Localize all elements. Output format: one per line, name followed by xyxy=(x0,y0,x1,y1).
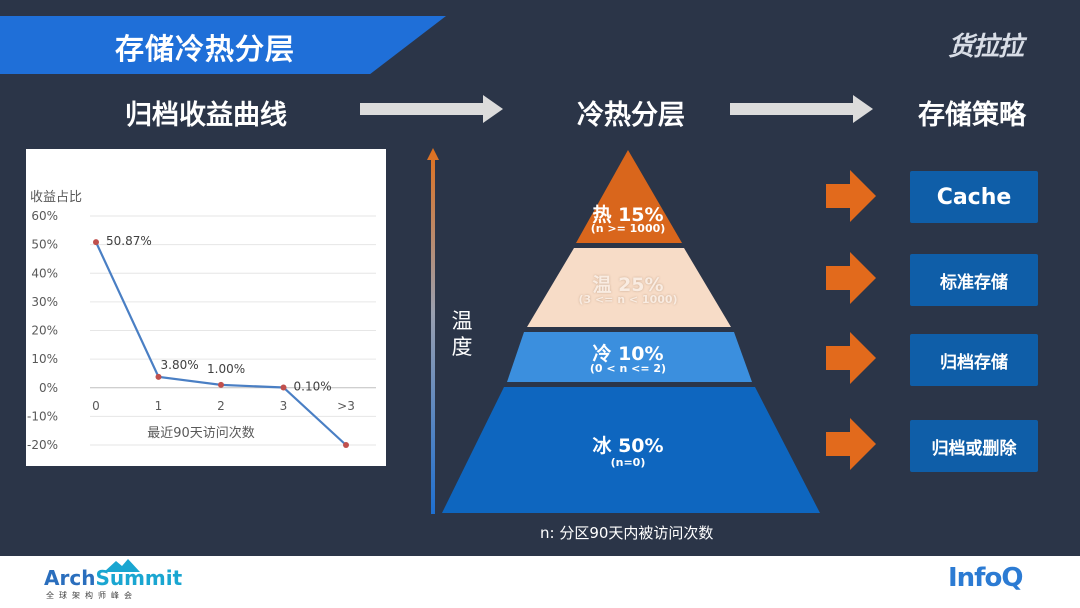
page-title: 存储冷热分层 xyxy=(115,32,296,66)
flow-arrow-2 xyxy=(730,95,873,123)
data-point xyxy=(280,384,287,391)
y-axis-title: 收益占比 xyxy=(30,190,82,205)
strategy-standard-storage: 标准存储 xyxy=(910,254,1038,306)
tier-hot xyxy=(576,150,682,243)
data-point xyxy=(343,442,349,448)
tier-hot-label: 热 15% xyxy=(592,204,664,226)
archsummit-subtitle: 全球架构师峰会 xyxy=(46,591,137,600)
archsummit-mountain-icon xyxy=(104,559,140,572)
series-line xyxy=(95,241,347,446)
data-point xyxy=(93,239,99,246)
infoq-logo: InfoQ xyxy=(948,563,1023,593)
tier-ice xyxy=(442,387,820,513)
y-tick-label: 40% xyxy=(31,266,58,280)
y-tick-label: 50% xyxy=(31,238,58,252)
strategy-arrow-standard xyxy=(826,252,876,304)
x-tick-label: 1 xyxy=(155,399,163,413)
tier-hot-range: (n >= 1000) xyxy=(590,222,666,235)
brand-logo: 货拉拉 xyxy=(948,32,1024,62)
flow-arrow-1 xyxy=(360,95,503,123)
revenue-curve-chart: 收益占比 60% 50% 40% 30% 20% 10% 0% -10% -20% 0 1 2 3 >3 最近… xyxy=(26,149,386,466)
data-label: 3.80% xyxy=(161,358,199,372)
tier-cold xyxy=(507,332,752,382)
x-axis-title: 最近90天访问次数 xyxy=(147,425,255,441)
strategy-arrow-archive xyxy=(826,332,876,384)
tier-ice-label: 冰 50% xyxy=(592,435,664,457)
x-tick-label: 2 xyxy=(217,399,225,413)
footer-bar xyxy=(0,556,1080,608)
tier-ice-range: (n=0) xyxy=(610,456,646,469)
tier-warm xyxy=(527,248,731,327)
x-tick-label: 0 xyxy=(92,399,100,413)
data-label: 50.87% xyxy=(106,234,152,248)
y-tick-label: 20% xyxy=(31,324,58,338)
x-tick-label: 3 xyxy=(280,399,288,413)
strategy-cache: Cache xyxy=(910,171,1038,223)
tier-cold-range: (0 < n <= 2) xyxy=(589,362,667,375)
tier-warm-range: (3 <= n < 1000) xyxy=(578,293,678,306)
strategy-archive-or-delete: 归档或删除 xyxy=(910,420,1038,472)
archsummit-logo: ArchSummit xyxy=(44,566,183,590)
data-label: 1.00% xyxy=(207,362,245,376)
strategy-arrow-delete xyxy=(826,418,876,470)
x-tick-label: >3 xyxy=(337,399,355,413)
temperature-axis-arrow xyxy=(427,148,439,514)
access-count-note: n: 分区90天内被访问次数 xyxy=(540,524,714,542)
strategy-arrow-cache xyxy=(826,170,876,222)
y-tick-label: 10% xyxy=(31,352,58,366)
chart-svg: 收益占比 60% 50% 40% 30% 20% 10% 0% -10% -20% 0 1 2 3 >3 最近… xyxy=(27,190,376,452)
data-point xyxy=(218,381,224,388)
column-heading-strategy: 存储策略 xyxy=(918,100,1026,131)
y-tick-label: 0% xyxy=(39,381,58,395)
title-banner xyxy=(0,16,446,74)
y-tick-label: -10% xyxy=(27,409,58,423)
y-tick-label: -20% xyxy=(27,438,58,452)
tier-warm-label: 温 25% xyxy=(592,274,664,296)
tier-cold-label: 冷 10% xyxy=(592,343,664,365)
tier-pyramid xyxy=(442,150,820,513)
y-tick-label: 30% xyxy=(31,295,58,309)
data-point xyxy=(155,373,162,380)
temperature-label: 温度 xyxy=(451,309,473,359)
column-heading-curve: 归档收益曲线 xyxy=(125,100,287,131)
y-tick-label: 60% xyxy=(31,209,58,223)
strategy-archive-storage: 归档存储 xyxy=(910,334,1038,386)
data-label: 0.10% xyxy=(294,379,332,393)
column-heading-tiering: 冷热分层 xyxy=(577,100,685,131)
